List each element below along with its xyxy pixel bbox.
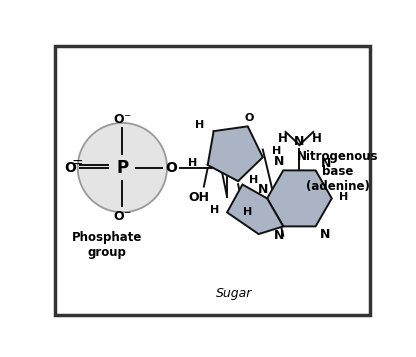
Text: N: N <box>274 155 285 169</box>
Text: Nitrogenous
base
(adenine): Nitrogenous base (adenine) <box>297 150 379 193</box>
Circle shape <box>78 123 167 212</box>
Text: N: N <box>294 135 305 147</box>
Text: H: H <box>188 159 197 169</box>
Text: N: N <box>274 229 285 242</box>
Text: H: H <box>243 207 252 217</box>
Text: H: H <box>277 131 287 145</box>
Polygon shape <box>208 126 263 181</box>
Text: H: H <box>272 146 281 156</box>
Text: H: H <box>312 131 321 145</box>
Text: H: H <box>249 175 258 185</box>
Text: CH$_2$: CH$_2$ <box>214 157 240 172</box>
Text: O$^{-}$: O$^{-}$ <box>113 210 132 223</box>
Text: O: O <box>245 113 254 123</box>
Text: H: H <box>210 205 219 215</box>
Text: =: = <box>72 157 84 171</box>
Text: O$^{-}$: O$^{-}$ <box>113 112 132 126</box>
Text: H: H <box>339 192 348 202</box>
Polygon shape <box>267 170 332 226</box>
Text: Sugar: Sugar <box>216 287 252 300</box>
Polygon shape <box>204 164 242 183</box>
Text: O: O <box>165 161 177 175</box>
Text: N: N <box>319 227 330 241</box>
Text: P: P <box>116 159 129 177</box>
Text: H: H <box>195 120 204 130</box>
Text: N: N <box>258 183 268 196</box>
Polygon shape <box>227 185 283 234</box>
Text: Phosphate
group: Phosphate group <box>72 231 142 258</box>
Text: O: O <box>64 161 76 175</box>
FancyBboxPatch shape <box>55 46 370 316</box>
Text: OH: OH <box>188 191 209 204</box>
Text: N: N <box>321 157 332 170</box>
